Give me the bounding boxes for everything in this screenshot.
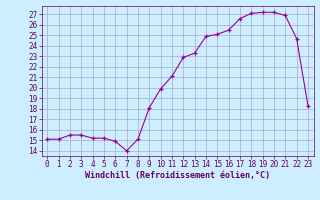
X-axis label: Windchill (Refroidissement éolien,°C): Windchill (Refroidissement éolien,°C): [85, 171, 270, 180]
